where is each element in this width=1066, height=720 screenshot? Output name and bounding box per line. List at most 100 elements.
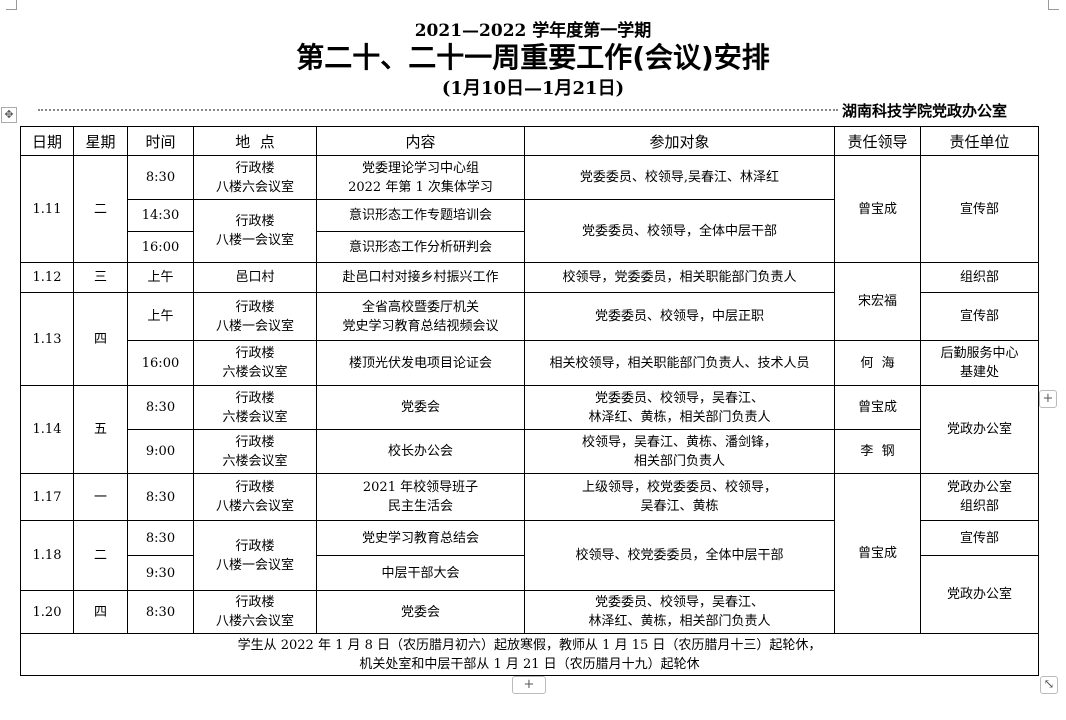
leader-cell: 何 海 (834, 340, 921, 386)
add-row-plus-icon[interactable]: + (512, 676, 546, 694)
weekday-cell: 五 (73, 385, 128, 474)
place-cell: 邑口村 (193, 262, 317, 293)
unit-cell: 组织部 (920, 262, 1039, 293)
content-cell: 校长办公会 (316, 429, 525, 474)
schedule-table: 日期 星期 时间 地 点 内容 参加对象 责任领导 责任单位 1.11 二 8:… (20, 126, 1039, 676)
content-line: 2021 年校领导班子 (362, 480, 479, 495)
place-line: 行政楼 (235, 390, 275, 406)
leader-cell: 李 钢 (834, 429, 921, 474)
attendees-cell: 党委委员、校领导,吴春江、林泽红 (524, 155, 835, 200)
table-row: 9:30 中层干部大会 党政办公室 (21, 555, 1039, 634)
leader-cell: 曾宝成 (834, 385, 921, 430)
footer-line: 机关处室和中层干部从 1 月 21 日（农历腊月十九）起轮休 (359, 656, 700, 672)
attendees-line: 相关部门负责人 (633, 453, 725, 469)
place-line: 行政楼 (235, 595, 275, 610)
col-leader: 责任领导 (834, 126, 921, 156)
time-cell: 16:00 (127, 340, 194, 386)
table-row: 1.20 四 8:30 行政楼 八楼六会议室 党委会 党委委员、校领导，吴春江、林… (20, 590, 1039, 634)
col-content: 内容 (316, 126, 525, 156)
place-cell: 行政楼 八楼一会议室 (193, 520, 317, 591)
attendees-cell: 党委委员、校领导，吴春江、 林泽红、黄栋，相关部门负责人 (524, 590, 835, 634)
place-line: 八楼一会议室 (215, 233, 294, 248)
attendees-line: 党委委员、校领导，吴春江、 (594, 390, 764, 406)
weekday-cell: 二 (73, 520, 128, 591)
attendees-cell: 校领导，吴春江、黄栋、潘剑锋， 相关部门负责人 (524, 429, 835, 474)
content-line: 2022 年第 1 次集体学习 (348, 179, 493, 195)
col-unit: 责任单位 (920, 126, 1039, 156)
col-time: 时间 (127, 126, 194, 156)
place-line: 六楼会议室 (222, 453, 288, 469)
unit-cell: 党政办公室 (920, 385, 1039, 474)
place-cell: 行政楼 六楼会议室 (193, 340, 317, 386)
attendees-line: 林泽红、黄栋，相关部门负责人 (588, 614, 771, 629)
place-line: 八楼一会议室 (215, 557, 294, 573)
time-cell: 9:00 (127, 429, 194, 474)
content-cell: 楼顶光伏发电项目论证会 (316, 340, 525, 386)
place-line: 八楼一会议室 (215, 318, 294, 334)
time-cell: 上午 (127, 262, 194, 293)
col-place: 地 点 (193, 126, 317, 156)
unit-cell: 党政办公室 (920, 555, 1039, 634)
table-resize-handle-icon[interactable]: ⤡ (1040, 676, 1058, 694)
weekday-cell: 一 (73, 473, 128, 521)
time-cell: 上午 (127, 292, 194, 341)
unit-cell: 党政办公室 组织部 (920, 473, 1039, 521)
attendees-line: 党委委员、校领导，吴春江、 (594, 595, 764, 610)
content-cell: 党史学习教育总结会 (316, 520, 525, 556)
attendees-line: 林泽红、黄栋，相关部门负责人 (588, 409, 771, 425)
place-line: 行政楼 (235, 346, 275, 361)
date-cell: 1.12 (20, 262, 74, 293)
table-move-handle-icon[interactable]: ✥ (1, 107, 17, 123)
time-cell: 8:30 (127, 520, 194, 556)
page-corner-mark (6, 0, 17, 10)
place-line: 八楼六会议室 (215, 499, 294, 514)
attendees-cell: 上级领导，校党委委员、校领导， 吴春江、黄栋 (524, 473, 835, 521)
date-range: (1月10日—1月21日) (441, 78, 625, 99)
term-heading: 2021—2022 学年度第一学期 (414, 21, 652, 41)
content-line: 全省高校暨委厅机关 (361, 299, 479, 315)
table-row: 16:00 意识形态工作分析研判会 (21, 231, 1039, 263)
time-cell: 14:30 (127, 199, 194, 232)
table-row: 9:00 行政楼六楼会议室 校长办公会 校领导，吴春江、黄栋、潘剑锋， 相关部门负… (21, 429, 1039, 474)
place-line: 行政楼 (235, 299, 275, 315)
time-cell: 8:30 (127, 155, 194, 200)
place-cell: 行政楼 六楼会议室 (193, 429, 317, 474)
content-cell: 中层干部大会 (316, 555, 525, 591)
attendees-line: 吴春江、黄栋 (640, 499, 719, 514)
weekday-cell: 二 (73, 155, 128, 263)
add-column-plus-icon[interactable]: + (1039, 390, 1057, 408)
place-line: 行政楼 (235, 434, 275, 450)
attendees-cell: 党委委员、校领导，吴春江、 林泽红、黄栋，相关部门负责人 (524, 385, 835, 430)
attendees-cell: 党委委员、校领导，全体中层干部 (524, 199, 835, 263)
col-weekday: 星期 (73, 126, 128, 156)
page-title: 第二十、二十一周重要工作(会议)安排 (296, 41, 770, 74)
leader-cell: 宋宏福 (834, 262, 921, 341)
dotted-divider (38, 109, 838, 111)
content-cell: 党委会 (316, 590, 525, 634)
place-cell: 行政楼 八楼一会议室 (193, 292, 317, 341)
place-line: 行政楼 (235, 214, 275, 229)
date-cell: 1.17 (20, 473, 74, 521)
col-attendees: 参加对象 (524, 126, 835, 156)
table-row: 1.12 三 上午 邑口村 赴邑口村对接乡村振兴工作 校领导，党委委员，相关职能… (20, 262, 1039, 341)
date-cell: 1.13 (20, 292, 74, 386)
date-cell: 1.20 (20, 590, 74, 634)
unit-line: 党政办公室 (946, 480, 1012, 495)
attendees-cell: 校领导，党委委员，相关职能部门负责人 (524, 262, 835, 293)
footer-note: 学生从 2022 年 1 月 8 日（农历腊月初六）起放寒假，教师从 1 月 1… (20, 633, 1039, 676)
office-name: 湖南科技学院党政办公室 (842, 102, 1008, 120)
content-cell: 意识形态工作分析研判会 (316, 231, 525, 263)
content-cell: 赴邑口村对接乡村振兴工作 (316, 262, 525, 293)
place-line: 行政楼 (235, 160, 275, 176)
footer-row: 学生从 2022 年 1 月 8 日（农历腊月初六）起放寒假，教师从 1 月 1… (20, 633, 1039, 676)
date-cell: 1.18 (20, 520, 74, 591)
place-line: 八楼六会议室 (215, 179, 294, 195)
time-cell: 8:30 (127, 385, 194, 430)
table-row: 1.11 二 8:30 行政楼 八楼六会议室 党委理论学习中心组 2022 年第 1… (20, 155, 1039, 263)
time-cell: 16:00 (127, 231, 194, 263)
content-cell: 党委理论学习中心组 2022 年第 1 次集体学习 (316, 155, 525, 200)
table-row: 1.14 五 8:30 行政楼 六楼会议室 党委会 党委委员、校领导，吴春江、 林泽… (20, 385, 1039, 474)
footer-line: 学生从 2022 年 1 月 8 日（农历腊月初六）起放寒假，教师从 1 月 1… (237, 637, 822, 653)
attendees-cell: 党委委员、校领导，中层正职 (524, 292, 835, 341)
content-line: 党史学习教育总结视频会议 (342, 318, 499, 334)
